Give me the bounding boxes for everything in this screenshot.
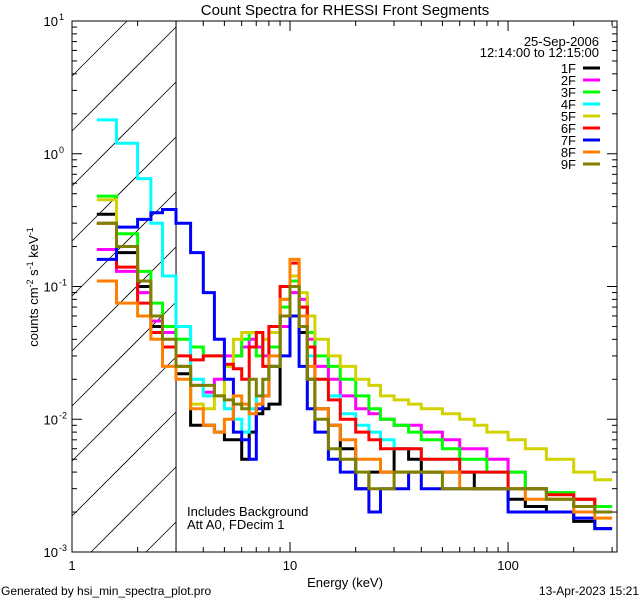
hatch-line (71, 26, 177, 132)
y-tick-label: 10 (44, 412, 58, 427)
y-tick-label-exponent: 0 (59, 145, 64, 155)
y-tick-label: 10 (44, 280, 58, 295)
x-axis-label: Energy (keV) (307, 575, 383, 590)
legend-label-9F: 9F (561, 157, 576, 172)
legend-label-7F: 7F (561, 133, 576, 148)
x-tick-label: 100 (497, 558, 519, 573)
hatch-line (71, 411, 177, 517)
y-label-part: counts cm (26, 287, 41, 346)
legend-label-3F: 3F (561, 85, 576, 100)
hatch-line (71, 81, 177, 187)
legend-label-8F: 8F (561, 145, 576, 160)
y-tick-label: 10 (44, 14, 58, 29)
legend-label-4F: 4F (561, 97, 576, 112)
hatch-line (71, 301, 177, 407)
date-label: 25-Sep-2006 (524, 34, 599, 49)
footer-generated-by: Generated by hsi_min_spectra_plot.pro (1, 584, 211, 598)
y-tick-label: 10 (44, 545, 58, 560)
y-label-part: keV (26, 235, 41, 261)
legend-label-5F: 5F (561, 109, 576, 124)
hatch-line (71, 136, 177, 242)
y-label-exponent: -2 (25, 279, 35, 287)
y-tick-label-exponent: -3 (59, 543, 67, 553)
legend-label-6F: 6F (561, 121, 576, 136)
annotation-attenuator: Att A0, FDecim 1 (187, 517, 285, 532)
time-range-label: 12:14:00 to 12:15:00 (480, 45, 599, 60)
y-label-exponent: -1 (25, 227, 35, 235)
x-tick-label: 1 (68, 558, 75, 573)
y-label-exponent: -1 (25, 261, 35, 269)
legend-label-2F: 2F (561, 73, 576, 88)
y-axis-label: counts cm-2 s-1 keV-1 (25, 227, 41, 346)
hatch-line (71, 246, 177, 352)
hatch-line (71, 20, 128, 77)
y-tick-label-exponent: 1 (59, 12, 64, 22)
annotation-background: Includes Background (187, 504, 308, 519)
hatch-line (71, 356, 177, 462)
x-tick-label: 10 (283, 558, 297, 573)
series-line-5F (96, 198, 613, 482)
y-label-part: s (26, 269, 41, 280)
y-tick-label-exponent: -1 (59, 278, 67, 288)
hatch-line (145, 521, 177, 553)
hatch-line (71, 191, 177, 297)
hatch-line (90, 466, 177, 553)
y-tick-label: 10 (44, 147, 58, 162)
series-line-9F (96, 221, 613, 514)
chart-title: Count Spectra for RHESSI Front Segments (201, 2, 489, 19)
footer-timestamp: 13-Apr-2023 15:21 (539, 584, 639, 598)
y-tick-label-exponent: -2 (59, 410, 67, 420)
legend-label-1F: 1F (561, 61, 576, 76)
shaded-region (71, 20, 177, 553)
